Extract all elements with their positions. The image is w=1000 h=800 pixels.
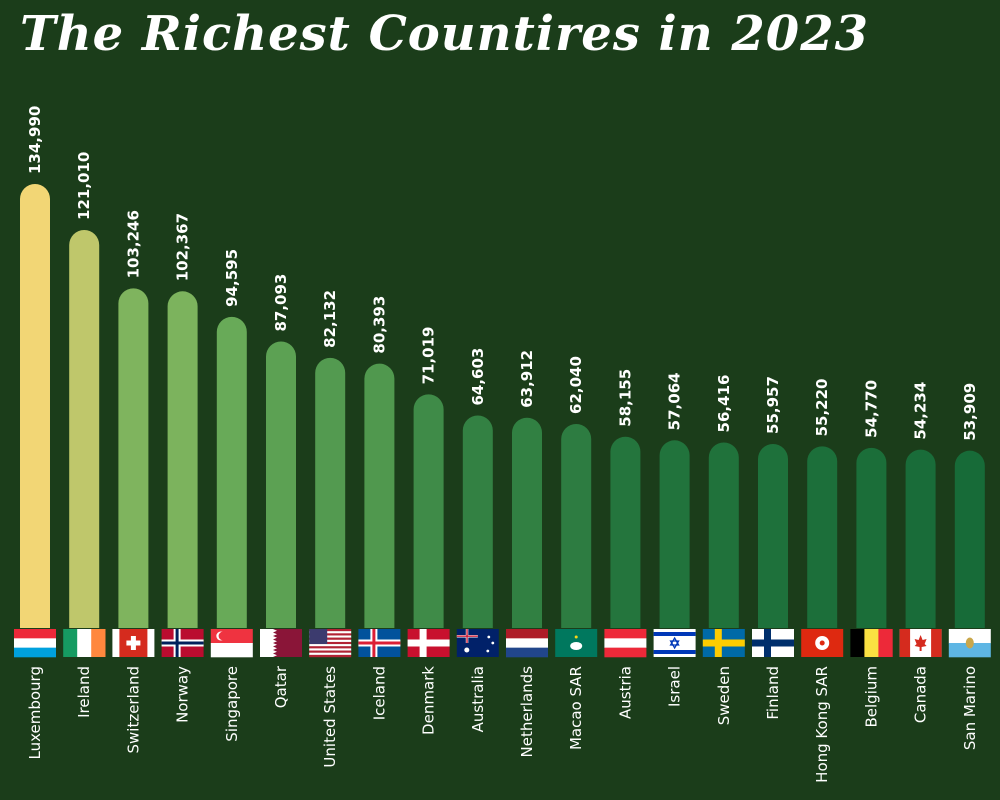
category-label-hong-kong-sar: Hong Kong SAR — [813, 666, 831, 783]
qatar-flag-icon — [260, 629, 302, 657]
value-label-israel: 57,064 — [666, 372, 684, 430]
bar-sweden — [708, 442, 739, 628]
bar-qatar — [266, 341, 296, 628]
ireland-flag-icon — [63, 629, 106, 657]
iceland-flag-icon — [358, 629, 401, 657]
bar-macao-sar — [561, 423, 592, 628]
value-label-canada: 54,234 — [912, 382, 930, 440]
value-label-luxembourg: 134,990 — [26, 106, 44, 174]
australia-flag-icon — [456, 629, 499, 657]
value-label-netherlands: 63,912 — [518, 350, 536, 408]
value-label-switzerland: 103,246 — [124, 210, 142, 278]
value-label-ireland: 121,010 — [75, 152, 93, 220]
category-labels-group: Luxembourg Ireland Switzerland Norway Singap… — [26, 665, 979, 783]
category-label-finland: Finland — [764, 666, 782, 720]
category-label-luxembourg: Luxembourg — [26, 666, 44, 760]
macao-flag-icon — [555, 629, 598, 657]
category-label-singapore: Singapore — [223, 666, 241, 742]
value-label-hong-kong-sar: 55,220 — [813, 378, 831, 436]
israel-flag-icon — [653, 629, 696, 657]
category-label-canada: Canada — [912, 666, 930, 723]
sweden-flag-icon — [702, 629, 745, 657]
value-label-finland: 55,957 — [764, 376, 782, 434]
bar-canada — [905, 449, 936, 628]
singapore-flag-icon — [210, 629, 253, 658]
value-label-belgium: 54,770 — [862, 380, 880, 438]
hong-kong-flag-icon — [801, 629, 844, 657]
norway-flag-icon — [161, 629, 204, 657]
bar-australia — [462, 415, 493, 628]
value-label-norway: 102,367 — [174, 213, 192, 281]
category-label-austria: Austria — [616, 666, 634, 719]
category-label-iceland: Iceland — [370, 666, 388, 720]
bar-iceland — [364, 363, 395, 628]
denmark-flag-icon — [407, 629, 450, 657]
category-label-sweden: Sweden — [715, 666, 733, 725]
category-label-norway: Norway — [174, 666, 192, 723]
bar-belgium — [856, 447, 887, 628]
value-label-san-marino: 53,909 — [961, 383, 979, 441]
value-label-qatar: 87,093 — [272, 274, 290, 332]
value-label-iceland: 80,393 — [370, 296, 388, 354]
value-label-australia: 64,603 — [469, 348, 487, 406]
value-label-denmark: 71,019 — [420, 327, 438, 385]
bar-netherlands — [512, 417, 542, 628]
category-label-qatar: Qatar — [272, 665, 290, 708]
category-label-macao-sar: Macao SAR — [567, 666, 585, 750]
category-label-united-states: United States — [321, 666, 339, 768]
category-label-switzerland: Switzerland — [124, 666, 142, 754]
bar-austria — [610, 436, 641, 628]
bar-hong-kong-sar — [807, 446, 838, 628]
bars-group — [20, 184, 985, 629]
bar-united-states — [315, 357, 346, 628]
category-label-denmark: Denmark — [420, 666, 438, 735]
category-label-australia: Australia — [469, 666, 487, 732]
bar-ireland — [69, 229, 100, 629]
bar-switzerland — [118, 288, 149, 628]
category-label-netherlands: Netherlands — [518, 666, 536, 758]
flags-group — [14, 629, 991, 658]
austria-flag-icon — [604, 629, 647, 658]
bar-san-marino — [954, 450, 985, 628]
bar-israel — [659, 440, 690, 628]
bar-luxembourg — [20, 184, 50, 628]
category-label-israel: Israel — [666, 666, 684, 707]
category-label-ireland: Ireland — [75, 666, 93, 718]
value-label-macao-sar: 62,040 — [567, 356, 585, 414]
value-label-austria: 58,155 — [616, 369, 634, 427]
luxembourg-flag-icon — [14, 629, 56, 658]
value-labels-group: 134,990 121,010 103,246 102,367 94,595 87,093… — [26, 106, 979, 441]
finland-flag-icon — [752, 629, 794, 657]
category-label-belgium: Belgium — [862, 666, 880, 728]
canada-flag-icon — [899, 629, 942, 657]
netherlands-flag-icon — [506, 629, 548, 658]
bar-finland — [758, 443, 788, 628]
belgium-flag-icon — [850, 629, 893, 657]
bar-denmark — [413, 394, 444, 628]
value-label-singapore: 94,595 — [223, 249, 241, 307]
bar-norway — [167, 291, 198, 628]
switzerland-flag-icon — [112, 629, 155, 657]
chart-title: The Richest Countires in 2023 — [20, 6, 869, 62]
united-states-flag-icon — [309, 629, 352, 658]
value-label-sweden: 56,416 — [715, 375, 733, 433]
category-label-san-marino: San Marino — [961, 666, 979, 750]
san-marino-flag-icon — [948, 629, 991, 658]
bar-singapore — [216, 316, 247, 628]
value-label-united-states: 82,132 — [321, 290, 339, 348]
